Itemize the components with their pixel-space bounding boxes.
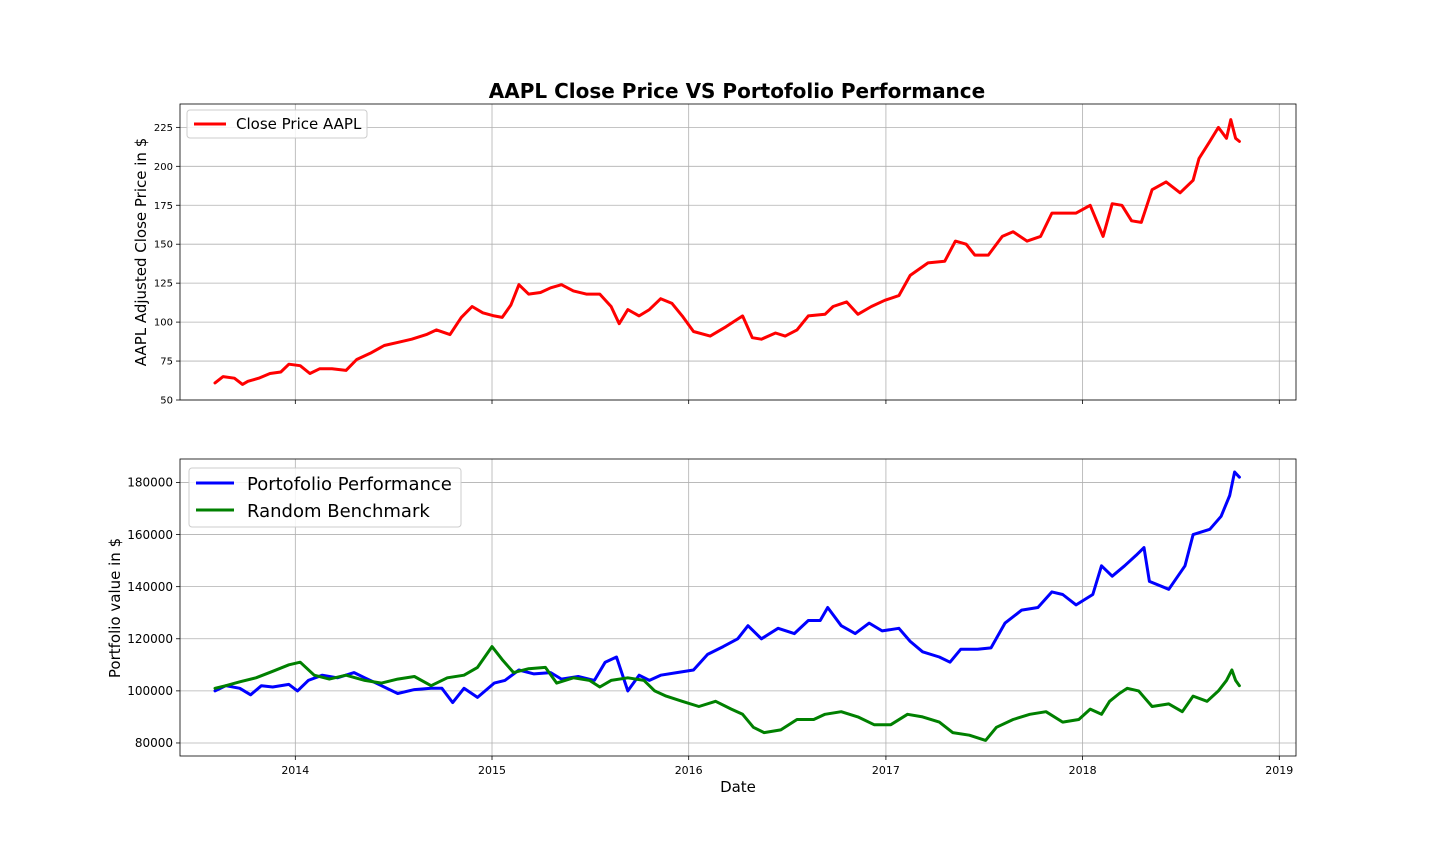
portfolio-legend-label-benchmark: Random Benchmark	[247, 501, 430, 522]
price-legend-box	[186, 109, 368, 139]
price-y-tick-label: 125	[154, 279, 173, 290]
price-y-tick-label: 50	[160, 396, 173, 407]
portfolio-y-tick-label: 120000	[127, 632, 173, 646]
portfolio-axes-frame	[179, 458, 1297, 757]
portfolio-legend-box	[188, 467, 462, 528]
portfolio-legend: Portofolio Performance Random Benchmark	[188, 467, 462, 528]
portfolio-x-tick-label: 2019	[1265, 764, 1293, 777]
portfolio-y-tick-label: 160000	[127, 528, 173, 542]
price-y-ticks: 50 75 100 125 150 175 200 225	[154, 123, 180, 407]
portfolio-x-tick-label: 2014	[281, 764, 309, 777]
portfolio-y-axis-label: Portfolio value in $	[106, 538, 124, 678]
price-x-ticks	[294, 400, 1280, 404]
portfolio-y-ticks: 80000 100000 120000 140000 160000 180000	[127, 476, 180, 750]
price-y-tick-label: 175	[154, 201, 173, 212]
price-lines	[213, 118, 1241, 386]
portfolio-x-tick-label: 2018	[1069, 764, 1097, 777]
price-y-axis-label: AAPL Adjusted Close Price in $	[132, 138, 150, 367]
price-y-tick-label: 225	[154, 123, 173, 134]
price-subplot: 50 75 100 125 150 175 200 225 AAPL Adjusted Clo…	[132, 103, 1297, 407]
portfolio-y-tick-label: 80000	[135, 736, 173, 750]
portfolio-y-tick-label: 140000	[127, 580, 173, 594]
portfolio-y-tick-label: 180000	[127, 476, 173, 490]
price-plot-area	[180, 104, 1296, 400]
price-legend: Close Price AAPL	[186, 109, 368, 139]
portfolio-lines	[213, 470, 1241, 742]
series-line-portofolio-performance	[213, 470, 1241, 705]
price-axes-frame	[179, 103, 1297, 401]
price-y-tick-label: 100	[154, 318, 173, 329]
x-axis-label: Date	[720, 778, 756, 796]
series-line-close-price-aapl	[213, 118, 1241, 386]
series-line-random-benchmark	[213, 645, 1241, 742]
portfolio-x-ticks: 2014 2015 2016 2017 2018 2019	[281, 756, 1293, 777]
price-y-tick-label: 150	[154, 240, 173, 251]
portfolio-x-tick-label: 2016	[675, 764, 703, 777]
chart-title: AAPL Close Price VS Portofolio Performan…	[489, 79, 985, 103]
portfolio-x-tick-label: 2017	[872, 764, 900, 777]
price-y-tick-label: 200	[154, 162, 173, 173]
price-legend-label: Close Price AAPL	[236, 115, 362, 133]
portfolio-grid	[180, 459, 1296, 756]
price-y-tick-label: 75	[160, 357, 173, 368]
portfolio-legend-label-performance: Portofolio Performance	[247, 474, 452, 495]
portfolio-y-tick-label: 100000	[127, 684, 173, 698]
portfolio-subplot: 80000 100000 120000 140000 160000 180000 2014…	[106, 458, 1297, 796]
portfolio-x-tick-label: 2015	[478, 764, 506, 777]
